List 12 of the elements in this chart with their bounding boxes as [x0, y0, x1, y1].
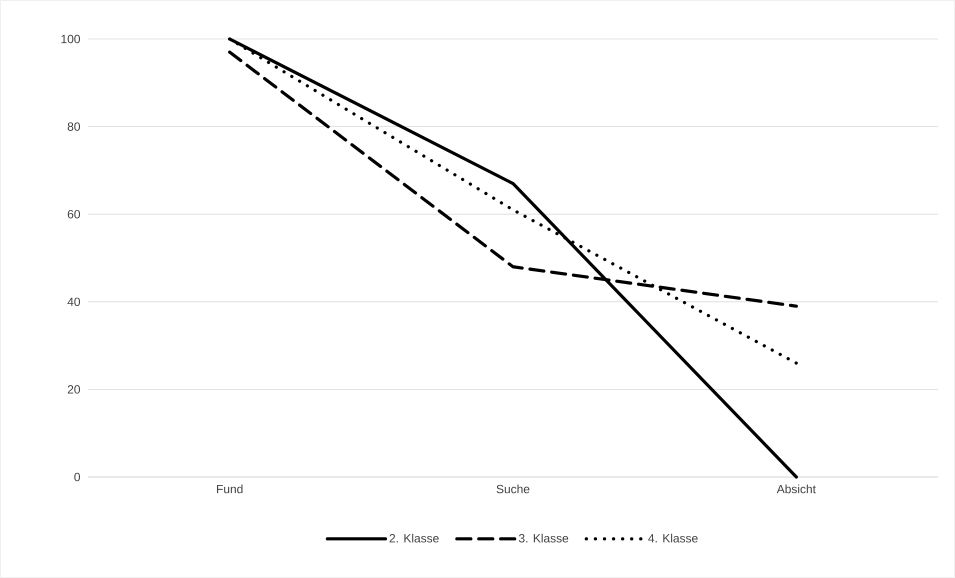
y-tick-label: 100 — [61, 34, 80, 44]
legend-label: 2. Klasse — [390, 534, 439, 543]
y-tick-label: 60 — [68, 210, 80, 218]
y-tick-label: 20 — [68, 385, 80, 394]
y-tick-label: 80 — [68, 122, 80, 131]
y-tick-label: 40 — [67, 298, 80, 306]
x-tick-label: Fund — [217, 484, 243, 494]
legend-label: 4. Klasse — [648, 534, 698, 543]
y-tick-label: 0 — [74, 472, 80, 482]
x-tick-label: Suche — [496, 484, 530, 494]
x-tick-label: Absicht — [776, 484, 816, 494]
legend-label: 3. Klasse — [518, 534, 568, 543]
